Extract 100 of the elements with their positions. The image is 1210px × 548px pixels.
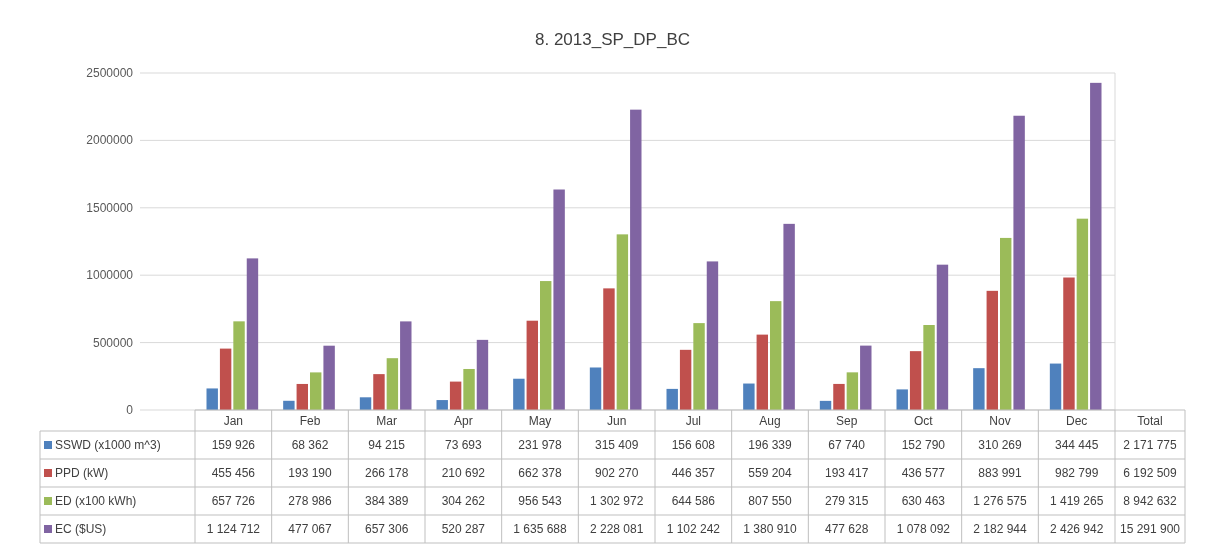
bar [1076, 218, 1089, 410]
data-label: 156 608 [671, 438, 716, 452]
data-label: 982 799 [1054, 466, 1099, 480]
x-tick-label: Aug [759, 414, 781, 428]
text: 8 942 632 [1123, 494, 1178, 508]
bar [616, 234, 629, 410]
bar [706, 261, 719, 410]
bar [206, 388, 218, 410]
bar [449, 381, 462, 410]
data-label: 152 790 [901, 438, 946, 452]
bar [630, 109, 642, 410]
data-label: 477 628 [824, 522, 869, 536]
data-label: 73 693 [444, 438, 483, 452]
bar [936, 264, 949, 410]
x-tick-label: Jul [685, 414, 702, 428]
chart-title: 8. 2013_SP_DP_BC [535, 30, 690, 49]
x-tick-label: Apr [453, 414, 473, 428]
bar [603, 288, 615, 410]
data-label: 644 586 [671, 494, 716, 508]
bar [246, 258, 259, 410]
data-label: 902 270 [594, 466, 639, 480]
x-tick-label: Dec [1065, 414, 1088, 428]
data-label: 210 692 [441, 466, 486, 480]
x-tick-label: Jan [223, 414, 244, 428]
bar [476, 339, 489, 410]
data-label: 344 445 [1054, 438, 1099, 452]
bar [553, 189, 565, 410]
data-label: 455 456 [211, 466, 256, 480]
data-label: 883 991 [978, 466, 1023, 480]
data-label: 231 978 [518, 438, 563, 452]
bar [986, 290, 998, 410]
bar [540, 281, 552, 410]
data-label: 1 124 712 [206, 522, 261, 536]
bar [589, 367, 602, 410]
bar [770, 301, 782, 410]
data-label: 94 215 [368, 438, 406, 452]
bar [283, 400, 295, 410]
y-tick-label: 2500000 [86, 66, 134, 80]
data-label: 1 078 092 [896, 522, 951, 536]
legend-label: SSWD (x1000 m^3) [55, 438, 161, 452]
data-label: 384 389 [364, 494, 409, 508]
data-label: 315 409 [594, 438, 639, 452]
legend-label: PPD (kW) [55, 466, 109, 480]
bar [463, 368, 475, 410]
data-label: 1 635 688 [513, 522, 568, 536]
bar [359, 397, 372, 410]
bar [909, 351, 922, 410]
data-label: 1 380 910 [743, 522, 798, 536]
bar [1090, 82, 1102, 410]
text: 15 291 900 [1119, 522, 1181, 536]
data-label: 1 102 242 [666, 522, 721, 536]
data-label: 278 986 [288, 494, 333, 508]
y-tick-label: 500000 [92, 335, 134, 350]
bar [373, 374, 385, 410]
bar [296, 383, 308, 410]
bar [386, 358, 399, 410]
data-label: 304 262 [441, 494, 486, 508]
bar [693, 323, 705, 410]
bar [400, 321, 412, 410]
x-tick-label: Mar [376, 414, 397, 428]
bar [526, 320, 538, 410]
data-label: 1 302 972 [589, 494, 644, 508]
bar [923, 325, 935, 410]
text: 2 171 775 [1123, 438, 1178, 452]
data-label: 193 190 [288, 466, 333, 480]
data-label: 662 378 [518, 466, 563, 480]
bar [233, 321, 245, 410]
data-label: 1 276 575 [973, 494, 1028, 508]
text: Total [1137, 414, 1163, 428]
data-label: 657 726 [211, 494, 256, 508]
bar [1000, 237, 1012, 410]
data-label: 310 269 [978, 438, 1023, 452]
data-label: 266 178 [364, 466, 409, 480]
legend-label: ED (x100 kWh) [55, 494, 137, 508]
bar [743, 383, 755, 410]
data-label: 477 067 [288, 522, 333, 536]
bar [1013, 115, 1025, 410]
text: 6 192 509 [1123, 466, 1178, 480]
data-label: 2 182 944 [973, 522, 1028, 536]
x-tick-label: Feb [299, 414, 321, 428]
bar [310, 372, 322, 410]
data-label: 807 550 [748, 494, 793, 508]
bar [666, 388, 678, 410]
data-label: 446 357 [671, 466, 716, 480]
bar [833, 383, 845, 410]
data-label: 630 463 [901, 494, 946, 508]
bar [513, 378, 525, 410]
y-tick-label: 1000000 [86, 268, 134, 283]
bar [1049, 363, 1062, 410]
bar [973, 368, 985, 410]
data-label: 279 315 [824, 494, 869, 508]
data-label: 196 339 [748, 438, 793, 452]
data-label: 1 419 265 [1049, 494, 1104, 508]
data-label: 193 417 [824, 466, 869, 480]
data-label: 956 543 [518, 494, 563, 508]
y-tick-label: 2000000 [86, 133, 134, 148]
bar [896, 389, 908, 410]
data-label: 436 577 [901, 466, 946, 480]
data-label: 159 926 [211, 438, 256, 452]
data-label: 559 204 [748, 466, 793, 480]
